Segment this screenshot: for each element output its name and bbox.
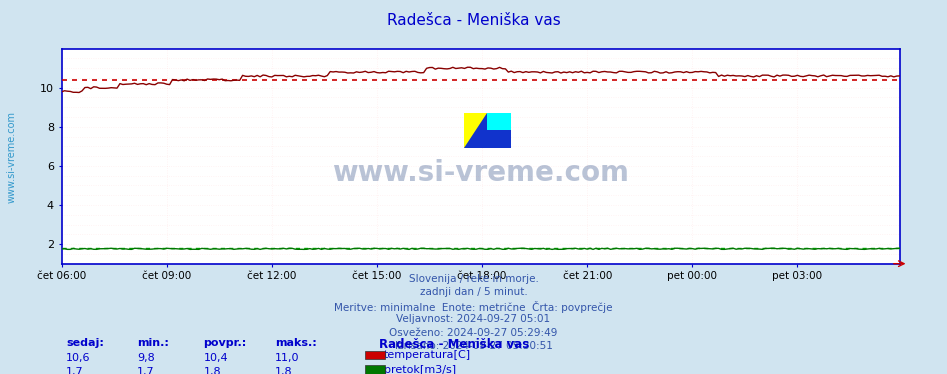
Text: temperatura[C]: temperatura[C] xyxy=(384,350,471,360)
Text: zadnji dan / 5 minut.: zadnji dan / 5 minut. xyxy=(420,287,527,297)
Text: 1,7: 1,7 xyxy=(66,367,84,374)
Text: sedaj:: sedaj: xyxy=(66,338,104,349)
Text: maks.:: maks.: xyxy=(275,338,316,349)
Bar xyxy=(464,113,488,148)
Text: 1,7: 1,7 xyxy=(137,367,155,374)
Bar xyxy=(488,131,510,148)
Polygon shape xyxy=(464,113,488,148)
Text: Radešca - Meniška vas: Radešca - Meniška vas xyxy=(379,338,529,352)
Text: Meritve: minimalne  Enote: metrične  Črta: povprečje: Meritve: minimalne Enote: metrične Črta:… xyxy=(334,301,613,313)
Text: pretok[m3/s]: pretok[m3/s] xyxy=(384,365,456,374)
Text: 10,6: 10,6 xyxy=(66,353,91,363)
Text: 1,8: 1,8 xyxy=(275,367,293,374)
Text: Slovenija / reke in morje.: Slovenija / reke in morje. xyxy=(408,274,539,284)
Text: Veljavnost: 2024-09-27 05:01: Veljavnost: 2024-09-27 05:01 xyxy=(397,314,550,324)
Bar xyxy=(488,113,510,148)
Text: min.:: min.: xyxy=(137,338,170,349)
Text: www.si-vreme.com: www.si-vreme.com xyxy=(7,111,16,203)
Text: 9,8: 9,8 xyxy=(137,353,155,363)
Text: Izrisano: 2024-09-27 05:30:51: Izrisano: 2024-09-27 05:30:51 xyxy=(395,341,552,351)
Text: 1,8: 1,8 xyxy=(204,367,222,374)
Text: Osveženo: 2024-09-27 05:29:49: Osveženo: 2024-09-27 05:29:49 xyxy=(389,328,558,338)
Text: Radešca - Meniška vas: Radešca - Meniška vas xyxy=(386,13,561,28)
Text: 11,0: 11,0 xyxy=(275,353,299,363)
Text: www.si-vreme.com: www.si-vreme.com xyxy=(332,159,629,187)
Text: 10,4: 10,4 xyxy=(204,353,228,363)
Text: povpr.:: povpr.: xyxy=(204,338,247,349)
